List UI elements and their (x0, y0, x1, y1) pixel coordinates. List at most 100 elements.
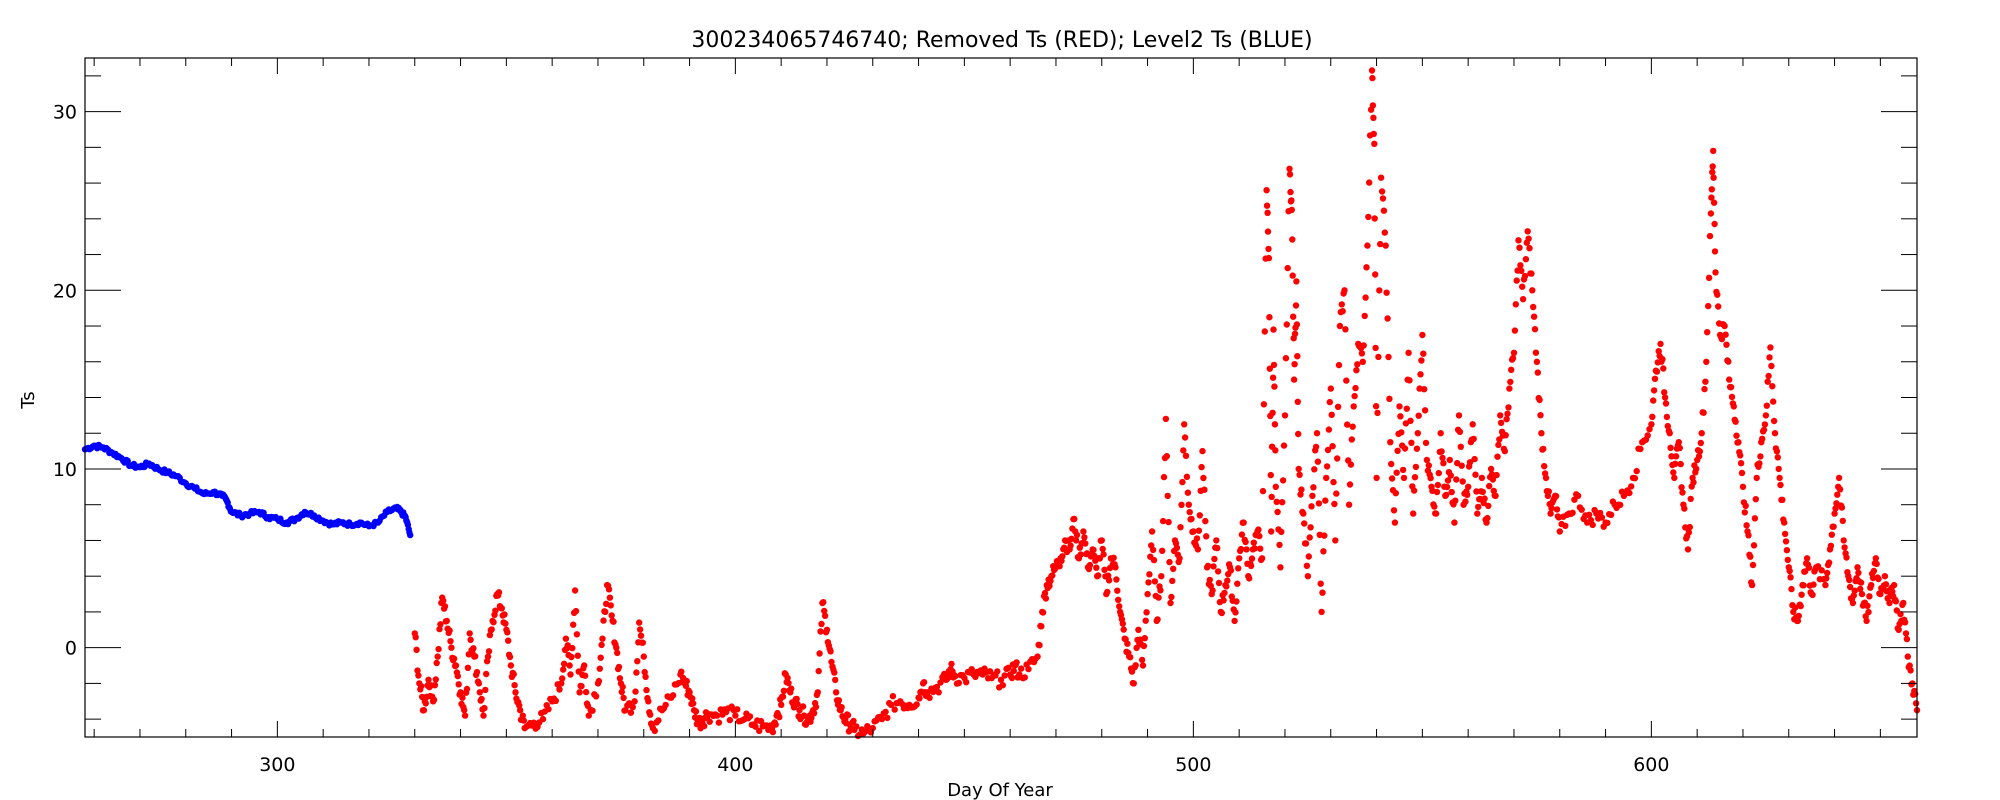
data-point (1533, 358, 1541, 365)
data-point (431, 682, 439, 689)
data-point (1314, 458, 1322, 465)
data-point (1141, 635, 1149, 642)
data-point (1287, 188, 1294, 196)
data-point (715, 719, 723, 726)
data-point (948, 660, 955, 668)
data-point (1840, 537, 1847, 544)
data-point (1405, 349, 1412, 356)
data-point (1831, 510, 1838, 517)
data-point (1897, 610, 1904, 618)
data-point (1272, 483, 1280, 490)
data-point (669, 692, 677, 699)
data-point (1422, 439, 1430, 447)
data-point (1775, 465, 1782, 473)
data-point (1385, 353, 1392, 361)
data-point (440, 597, 447, 604)
data-point (581, 672, 589, 679)
data-point (1834, 491, 1841, 498)
data-point (1338, 301, 1346, 308)
data-point (844, 711, 852, 719)
data-point (1438, 448, 1445, 455)
data-point (1276, 541, 1283, 549)
data-point (1548, 505, 1555, 512)
data-point (1185, 501, 1193, 508)
data-point (1657, 340, 1664, 348)
data-point (1784, 556, 1792, 564)
data-point (810, 710, 818, 717)
data-point (1243, 546, 1250, 553)
data-point (1375, 353, 1382, 361)
data-point (1403, 405, 1411, 412)
data-point (1649, 413, 1656, 420)
data-point (475, 680, 483, 687)
data-point (1223, 583, 1230, 590)
data-point (772, 721, 779, 728)
data-point (1529, 287, 1536, 294)
data-point (1742, 502, 1749, 509)
data-point (1650, 397, 1657, 404)
data-point (616, 675, 624, 682)
data-point (1408, 439, 1415, 446)
data-point (539, 715, 547, 723)
data-point (1493, 471, 1500, 479)
data-point (1782, 538, 1790, 545)
data-point (476, 689, 483, 696)
data-point (1696, 448, 1704, 455)
data-point (572, 607, 580, 615)
data-point (643, 686, 650, 694)
data-point (1752, 496, 1760, 503)
data-point (1218, 609, 1226, 617)
data-point (1718, 335, 1726, 343)
data-point (1296, 471, 1303, 478)
data-point (1451, 519, 1458, 526)
data-point (1232, 609, 1239, 616)
data-point (1646, 426, 1653, 433)
data-point (619, 683, 626, 691)
data-point (467, 636, 474, 643)
data-point (1655, 348, 1662, 355)
data-point (1042, 595, 1050, 602)
data-point (799, 703, 807, 710)
data-point (1668, 453, 1675, 460)
data-point (1710, 174, 1717, 181)
data-point (1723, 341, 1730, 348)
data-point (1485, 502, 1492, 510)
data-point (585, 712, 592, 719)
data-point (570, 621, 577, 628)
data-point (1697, 439, 1705, 447)
data-point (1320, 548, 1327, 555)
data-point (1659, 356, 1666, 363)
data-point (1448, 488, 1455, 496)
data-point (592, 693, 600, 700)
data-point (1660, 365, 1667, 372)
data-point (464, 664, 472, 671)
data-point (1747, 553, 1754, 560)
data-point (1056, 563, 1063, 570)
data-point (1681, 505, 1688, 512)
data-point (1336, 322, 1344, 330)
data-point (1303, 562, 1311, 569)
data-point (1178, 501, 1185, 508)
x-axis-label: Day Of Year (947, 780, 1053, 800)
data-point (1644, 432, 1651, 439)
data-point (1666, 430, 1673, 437)
data-point (1738, 469, 1746, 477)
data-point (605, 586, 613, 593)
data-point (955, 679, 963, 687)
data-point (1211, 555, 1218, 563)
data-point (1039, 609, 1047, 616)
data-point (1248, 555, 1256, 562)
data-point (1268, 528, 1275, 535)
data-point (1120, 626, 1127, 633)
data-point (1516, 244, 1523, 251)
data-point (560, 666, 567, 673)
data-point (1080, 528, 1087, 535)
data-point (632, 688, 639, 695)
data-point (1288, 206, 1296, 214)
data-point (512, 689, 519, 696)
data-point (1809, 591, 1816, 599)
data-point (1781, 519, 1788, 526)
data-point (1503, 416, 1510, 423)
data-point (1779, 496, 1786, 503)
